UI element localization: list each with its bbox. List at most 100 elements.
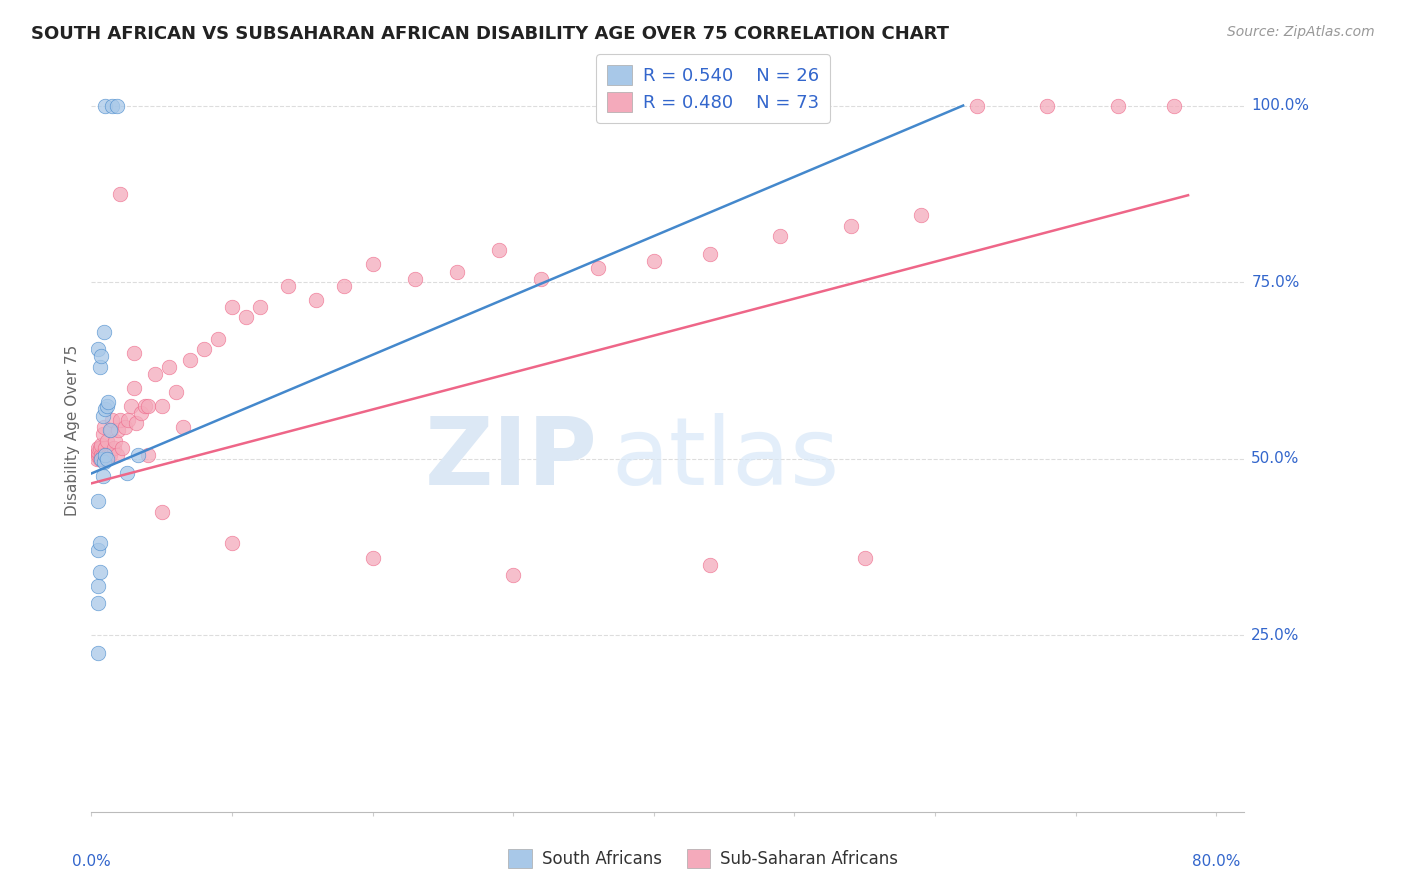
Point xyxy=(1036,98,1059,112)
Point xyxy=(1163,98,1185,112)
Point xyxy=(966,98,988,112)
Point xyxy=(114,420,136,434)
Point xyxy=(249,300,271,314)
Point xyxy=(89,536,111,550)
Point xyxy=(235,310,257,325)
Point xyxy=(136,399,159,413)
Point xyxy=(90,437,112,451)
Point xyxy=(98,424,121,438)
Point xyxy=(108,413,131,427)
Point xyxy=(699,558,721,572)
Point xyxy=(502,568,524,582)
Point xyxy=(117,413,139,427)
Point xyxy=(150,505,173,519)
Point xyxy=(207,332,229,346)
Legend: South Africans, Sub-Saharan Africans: South Africans, Sub-Saharan Africans xyxy=(502,843,904,875)
Point xyxy=(103,441,125,455)
Point xyxy=(93,451,115,466)
Point xyxy=(699,247,721,261)
Text: 100.0%: 100.0% xyxy=(1251,98,1309,113)
Point xyxy=(143,367,166,381)
Point xyxy=(221,536,243,550)
Point xyxy=(122,345,145,359)
Y-axis label: Disability Age Over 75: Disability Age Over 75 xyxy=(65,345,80,516)
Text: Source: ZipAtlas.com: Source: ZipAtlas.com xyxy=(1227,25,1375,39)
Point xyxy=(127,448,149,462)
Point xyxy=(89,441,111,455)
Point xyxy=(157,359,180,374)
Point xyxy=(97,395,120,409)
Point xyxy=(101,98,124,112)
Point xyxy=(150,399,173,413)
Point xyxy=(104,434,127,448)
Point xyxy=(769,229,792,244)
Point xyxy=(87,444,110,458)
Point xyxy=(910,208,932,222)
Point xyxy=(105,448,128,462)
Point xyxy=(97,448,120,462)
Point xyxy=(94,448,117,462)
Point xyxy=(172,420,194,434)
Point xyxy=(530,271,553,285)
Point xyxy=(87,596,110,610)
Point xyxy=(96,399,118,413)
Point xyxy=(87,646,110,660)
Point xyxy=(90,349,112,363)
Point xyxy=(111,441,134,455)
Point xyxy=(86,451,108,466)
Point xyxy=(96,451,118,466)
Point xyxy=(277,278,299,293)
Text: 80.0%: 80.0% xyxy=(1192,855,1240,869)
Point xyxy=(94,402,117,417)
Point xyxy=(93,455,115,469)
Text: 75.0%: 75.0% xyxy=(1251,275,1299,290)
Point xyxy=(115,466,138,480)
Point xyxy=(96,451,118,466)
Point xyxy=(93,420,115,434)
Point xyxy=(105,98,128,112)
Point xyxy=(120,399,142,413)
Point xyxy=(90,451,112,466)
Point xyxy=(100,424,122,438)
Point xyxy=(361,550,384,565)
Point xyxy=(94,448,117,462)
Point xyxy=(361,257,384,271)
Point xyxy=(87,579,110,593)
Point xyxy=(179,352,201,367)
Point xyxy=(1107,98,1129,112)
Point xyxy=(134,399,156,413)
Point xyxy=(488,244,510,258)
Point xyxy=(839,219,862,233)
Legend: R = 0.540    N = 26, R = 0.480    N = 73: R = 0.540 N = 26, R = 0.480 N = 73 xyxy=(596,54,830,123)
Text: 0.0%: 0.0% xyxy=(72,855,111,869)
Point xyxy=(305,293,328,307)
Point xyxy=(446,264,468,278)
Point xyxy=(87,543,110,558)
Point xyxy=(96,434,118,448)
Point xyxy=(91,448,114,462)
Point xyxy=(125,417,148,431)
Point xyxy=(87,448,110,462)
Point xyxy=(89,565,111,579)
Point xyxy=(586,260,609,275)
Point xyxy=(94,98,117,112)
Point xyxy=(84,448,107,462)
Point xyxy=(136,448,159,462)
Point xyxy=(90,448,112,462)
Point xyxy=(101,413,124,427)
Point xyxy=(94,441,117,455)
Point xyxy=(89,359,111,374)
Point xyxy=(91,469,114,483)
Point xyxy=(87,494,110,508)
Point xyxy=(129,406,152,420)
Text: 25.0%: 25.0% xyxy=(1251,628,1299,642)
Point xyxy=(333,278,356,293)
Point xyxy=(93,325,115,339)
Point xyxy=(165,384,187,399)
Point xyxy=(404,271,426,285)
Text: ZIP: ZIP xyxy=(425,413,598,505)
Point xyxy=(193,342,215,356)
Point xyxy=(89,451,111,466)
Point xyxy=(853,550,876,565)
Text: 50.0%: 50.0% xyxy=(1251,451,1299,467)
